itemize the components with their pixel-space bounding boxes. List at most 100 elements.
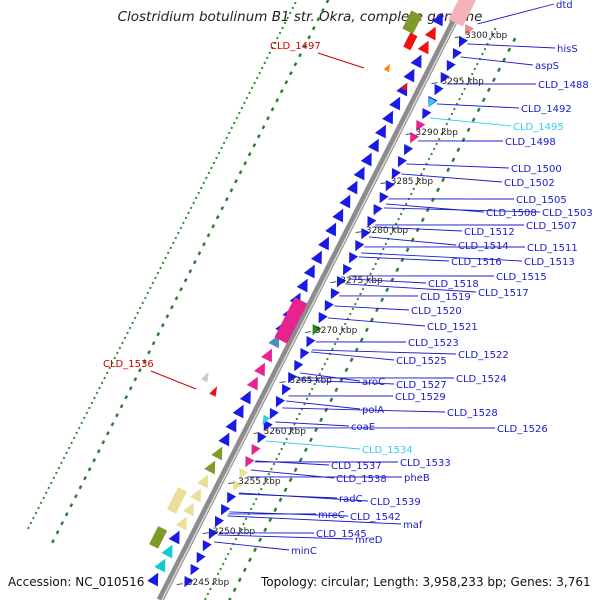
gc-content-dot — [311, 26, 316, 31]
gc-skew-dot — [291, 6, 295, 10]
gene-feature-outer — [263, 419, 273, 432]
gc-skew-dot — [242, 522, 245, 526]
gc-content-dot — [247, 152, 252, 157]
label-leader — [436, 103, 520, 109]
gc-skew-dot — [209, 587, 212, 591]
gene-feature-inner — [197, 474, 209, 489]
gc-skew-dot — [422, 167, 426, 171]
gene-box-khaki — [166, 487, 188, 514]
gene-label: CLD_1492 — [521, 104, 572, 115]
gene-feature-inner — [310, 250, 322, 265]
gene-feature-outer — [294, 359, 304, 372]
gc-content-dot — [279, 89, 284, 94]
gc-skew-dot — [468, 77, 472, 81]
gc-skew-dot — [286, 16, 289, 20]
gc-content-dot — [405, 247, 410, 253]
gene-feature-outer — [440, 71, 450, 84]
gc-skew-dot — [67, 446, 71, 450]
gene-label: CLD_1502 — [504, 178, 555, 189]
gc-skew-dot — [37, 506, 40, 510]
gc-content-dot — [234, 179, 238, 184]
gc-content-dot — [183, 278, 188, 283]
tick-mark — [380, 182, 387, 185]
gc-skew-dot — [361, 287, 365, 291]
gc-content-dot — [253, 547, 258, 553]
gc-skew-dot — [412, 187, 416, 191]
label-leader — [265, 440, 361, 450]
gc-skew-dot — [184, 216, 188, 220]
tick-label: 3270 kbp — [315, 326, 358, 336]
gene-feature-inner — [353, 166, 365, 181]
gc-skew-dot — [341, 327, 344, 331]
gene-feature-inner — [246, 376, 258, 391]
gc-skew-dot — [212, 161, 216, 165]
gc-skew-dot — [217, 151, 221, 155]
gc-skew-dot — [371, 267, 375, 271]
gene-label: CLD_1525 — [396, 356, 447, 367]
gc-content-dot — [101, 440, 106, 445]
gc-skew-dot — [75, 431, 79, 435]
gc-content-dot — [206, 233, 211, 238]
gc-skew-dot — [265, 56, 269, 60]
gene-feature-outer — [257, 431, 267, 444]
gc-skew-dot — [202, 181, 206, 185]
gc-skew-dot — [415, 182, 418, 186]
gc-skew-dot — [199, 186, 203, 190]
gc-skew-dot — [397, 217, 400, 221]
gc-skew-dot — [44, 491, 48, 495]
gc-skew-dot — [333, 342, 337, 346]
gc-skew-dot — [27, 526, 30, 530]
label-leader — [311, 349, 457, 355]
gc-skew-dot — [82, 416, 86, 420]
gc-skew-dot — [369, 272, 372, 276]
gc-content-dot — [395, 267, 400, 273]
gc-skew-dot — [182, 221, 185, 225]
backbone-outer — [156, 0, 469, 600]
gc-skew-dot — [32, 516, 35, 520]
gc-skew-dot — [224, 557, 228, 561]
gene-feature-inner — [346, 180, 358, 195]
gc-skew-dot — [293, 1, 297, 5]
gc-skew-dot — [280, 447, 283, 451]
gene-feature-outer — [397, 155, 407, 168]
gc-content-dot — [156, 332, 161, 337]
gene-label: CLD_1519 — [420, 292, 471, 303]
label-leader — [374, 226, 463, 232]
gene-box-red-top — [403, 32, 418, 51]
gc-content-dot — [316, 17, 321, 22]
gc-skew-dot — [354, 302, 357, 306]
gc-skew-dot — [313, 382, 317, 386]
label-leader — [227, 515, 402, 525]
gc-skew-dot — [121, 341, 124, 345]
gc-skew-dot — [364, 282, 367, 286]
gene-feature-outer — [361, 227, 371, 240]
gc-skew-dot — [105, 371, 109, 375]
tick-mark — [454, 36, 461, 39]
gc-skew-dot — [225, 136, 228, 140]
gc-skew-dot — [318, 372, 322, 376]
gc-skew-dot — [244, 517, 248, 521]
label-leader — [334, 305, 410, 311]
label-leader-lines — [150, 3, 556, 551]
gene-feature-inner — [339, 194, 351, 209]
gc-skew-dot — [39, 501, 43, 505]
gc-skew-dot — [42, 496, 45, 500]
gc-skew-dot — [226, 552, 230, 556]
gc-skew-dot — [166, 251, 170, 255]
gene-label: CLD_1537 — [331, 461, 382, 472]
gc-skew-dot — [491, 32, 494, 36]
gc-skew-dot — [113, 356, 117, 360]
gene-label: CLD_1517 — [478, 288, 529, 299]
gc-content-dot — [502, 57, 507, 63]
gene-feature-outer — [239, 467, 249, 480]
gc-content-dot — [237, 577, 242, 583]
gc-skew-dot — [285, 437, 289, 441]
gc-skew-dot — [138, 306, 142, 310]
gene-feature-outer — [367, 215, 377, 228]
gc-skew-dot — [320, 367, 324, 371]
gene-label: CLD_1520 — [411, 306, 462, 317]
gc-skew-dot — [149, 286, 152, 290]
label-leader — [229, 511, 349, 517]
gc-skew-dot — [432, 147, 436, 151]
